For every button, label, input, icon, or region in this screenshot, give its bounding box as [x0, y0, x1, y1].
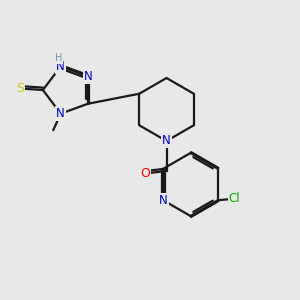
- Text: H: H: [55, 53, 62, 63]
- Text: Cl: Cl: [229, 192, 240, 205]
- Text: O: O: [141, 167, 150, 180]
- Text: N: N: [83, 70, 92, 83]
- Text: S: S: [16, 82, 24, 95]
- Text: N: N: [56, 60, 65, 73]
- Text: N: N: [159, 194, 168, 207]
- Text: N: N: [56, 107, 65, 120]
- Text: N: N: [162, 134, 171, 148]
